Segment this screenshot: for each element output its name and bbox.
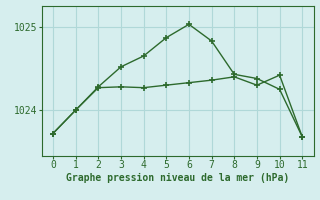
- X-axis label: Graphe pression niveau de la mer (hPa): Graphe pression niveau de la mer (hPa): [66, 173, 289, 183]
